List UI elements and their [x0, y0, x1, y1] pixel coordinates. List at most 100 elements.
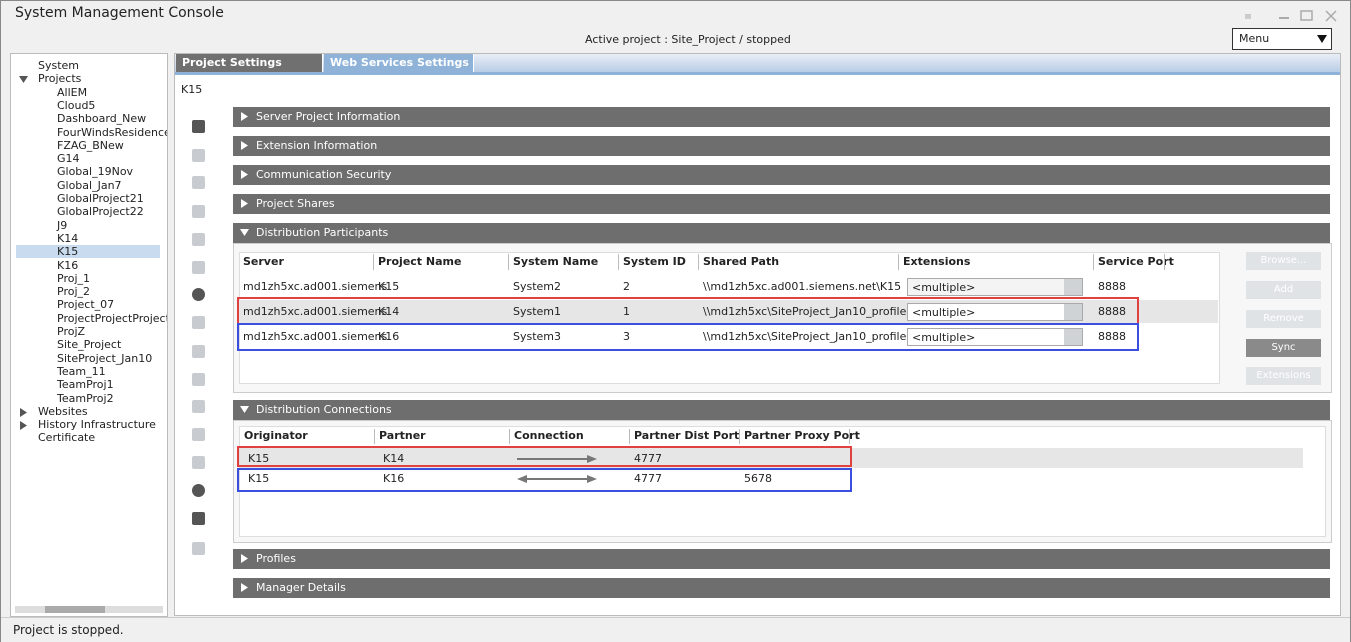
toolbar-icon[interactable]	[192, 400, 205, 413]
tree-item[interactable]: G14	[57, 152, 80, 166]
toolbar-icon[interactable]	[192, 428, 205, 441]
section-title: Distribution Connections	[256, 403, 392, 416]
tree-item[interactable]: ProjectProjectProjectP	[57, 311, 168, 325]
expander[interactable]	[240, 228, 250, 238]
toolbar-icon[interactable]	[192, 149, 205, 162]
tree-item[interactable]: GlobalProject21	[57, 192, 144, 205]
button[interactable]: Browse...	[1246, 252, 1321, 270]
tree-item[interactable]: GlobalProject22	[57, 205, 144, 219]
column-header: Service Port	[1098, 255, 1174, 268]
tree-item[interactable]: FZAG_BNew	[57, 138, 124, 152]
tree-item[interactable]: SiteProject_Jan10	[57, 351, 153, 365]
button[interactable]: Remove	[1246, 310, 1321, 328]
tree-item[interactable]: TeamProj2	[57, 391, 114, 405]
button[interactable]: Extensions	[1246, 367, 1321, 385]
toolbar-icon[interactable]	[192, 176, 205, 189]
tree-item[interactable]: K15	[57, 245, 79, 259]
column-separator	[509, 429, 510, 444]
tree-item[interactable]: Project_07	[57, 298, 115, 312]
section-header[interactable]: Distribution Connections	[233, 400, 1330, 420]
tree-item[interactable]: System	[38, 59, 80, 72]
tree-item[interactable]: K16	[57, 258, 79, 272]
section-header[interactable]: Profiles	[233, 549, 1330, 569]
highlight-box	[237, 446, 852, 467]
section-header[interactable]: Extension Information	[233, 136, 1330, 156]
cell: 8888	[1098, 330, 1126, 343]
expander[interactable]	[19, 407, 29, 418]
section-header[interactable]: Manager Details	[233, 578, 1330, 598]
section-header[interactable]: Distribution Participants	[233, 223, 1330, 243]
tree-item[interactable]: Global_Jan7	[57, 178, 122, 192]
extensions-dropdown[interactable]: <multiple>	[907, 303, 1083, 321]
toolbar-icon[interactable]	[192, 456, 205, 469]
button[interactable]: Sync	[1246, 339, 1321, 357]
toolbar-icon[interactable]	[192, 261, 205, 274]
tree-item[interactable]: Projects	[38, 72, 82, 86]
expander[interactable]	[240, 170, 250, 180]
toolbar-icon[interactable]	[192, 512, 205, 525]
tree-item[interactable]: J9	[57, 218, 68, 232]
expander[interactable]	[240, 112, 250, 122]
toolbar-icon[interactable]	[192, 288, 205, 301]
toolbar-icon[interactable]	[192, 373, 205, 386]
tree-item[interactable]: Team_11	[57, 364, 106, 378]
toolbar-icon[interactable]	[192, 484, 205, 497]
tree-item[interactable]: AllEM	[57, 85, 88, 99]
expander[interactable]	[19, 421, 29, 431]
expander[interactable]	[240, 554, 250, 564]
highlight-box	[237, 297, 1139, 325]
section-header[interactable]: Project Shares	[233, 194, 1330, 214]
tab[interactable]: Web Services Settings	[324, 54, 474, 72]
extensions-dropdown[interactable]: <multiple>	[907, 278, 1083, 296]
tree-item[interactable]: Site_Project	[57, 338, 122, 352]
tree-item[interactable]: Proj_2	[57, 285, 91, 299]
extensions-dropdown[interactable]: <multiple>	[907, 328, 1083, 346]
section-header[interactable]: Communication Security	[233, 165, 1330, 185]
tree-item[interactable]: FourWindsResidence	[57, 125, 168, 139]
section-title: Extension Information	[256, 139, 378, 152]
tree-item[interactable]: ProjZ	[57, 325, 86, 338]
cell: md1zh5xc.ad001.siemens	[243, 305, 388, 318]
tree-item[interactable]: Proj_1	[57, 271, 91, 285]
toolbar-icon[interactable]	[192, 316, 205, 329]
dropdown-value: <multiple>	[912, 281, 976, 294]
cell: 4777	[634, 472, 662, 485]
tree-item[interactable]: TeamProj1	[57, 378, 114, 392]
toolbar-icon[interactable]	[192, 233, 205, 246]
column-header: System Name	[513, 255, 599, 268]
cell: K14	[378, 305, 400, 318]
window-controls	[1245, 10, 1337, 22]
expander[interactable]	[240, 199, 250, 209]
tree-item[interactable]: Certificate	[38, 431, 96, 445]
menu-dropdown[interactable]: Menu	[1232, 28, 1332, 50]
section-title: Project Shares	[256, 197, 335, 210]
toolbar-icon[interactable]	[192, 345, 205, 358]
tree-item[interactable]: Cloud5	[57, 98, 96, 112]
column-header: Partner Dist Port	[634, 429, 740, 442]
toolbar-icon[interactable]	[192, 120, 205, 133]
column-header: Shared Path	[703, 255, 780, 268]
toolbar-icon[interactable]	[192, 205, 205, 218]
tree-item[interactable]: Dashboard_New	[57, 112, 147, 126]
dropdown-arrow	[1064, 279, 1082, 295]
column-header: System ID	[623, 255, 686, 268]
cell: K15	[248, 452, 270, 465]
cell: \\md1zh5xc\SiteProject_Jan10_profiles	[703, 330, 913, 343]
expander[interactable]	[240, 141, 250, 151]
expander[interactable]	[19, 75, 29, 85]
column-separator	[1164, 254, 1165, 270]
cell: 8888	[1098, 280, 1126, 293]
section-header[interactable]: Server Project Information	[233, 107, 1330, 127]
toolbar-icon[interactable]	[192, 542, 205, 555]
tree-item[interactable]: History Infrastructure	[38, 418, 156, 432]
highlight-box	[237, 323, 1139, 351]
expander[interactable]	[240, 583, 250, 593]
button[interactable]: Add	[1246, 281, 1321, 299]
tree-item[interactable]: Global_19Nov	[57, 165, 134, 179]
tree-item[interactable]: K14	[57, 231, 79, 245]
cell: 8888	[1098, 305, 1126, 318]
expander[interactable]	[240, 405, 250, 415]
tab[interactable]: Project Settings	[176, 54, 323, 72]
section-title: Communication Security	[256, 168, 392, 181]
tree-item[interactable]: Websites	[38, 404, 88, 418]
